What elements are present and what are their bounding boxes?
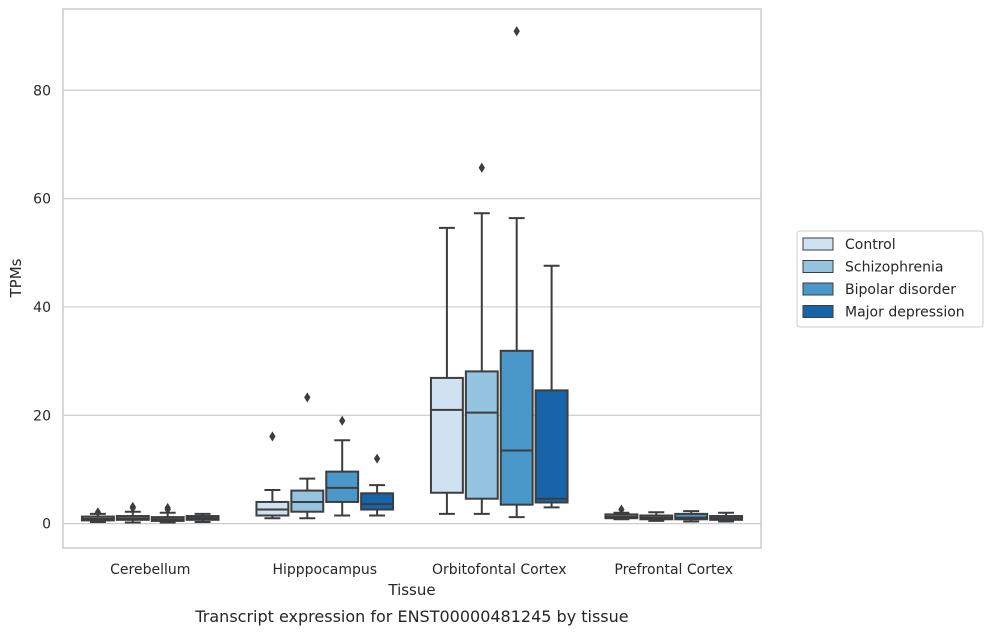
outlier-marker	[618, 504, 625, 515]
x-tick-label: Orbitofontal Cortex	[432, 562, 567, 578]
x-tick-label: Prefrontal Cortex	[614, 562, 733, 578]
legend-label: Major depression	[845, 305, 965, 321]
box-schizophrenia	[115, 501, 150, 524]
grid-lines	[63, 89, 761, 525]
legend-label: Schizophrenia	[845, 260, 943, 276]
outlier-marker	[269, 431, 276, 442]
box-iqr	[674, 512, 709, 521]
outlier-marker	[129, 501, 136, 512]
box-major-depression	[709, 511, 744, 523]
x-tick-label: Cerebellum	[110, 562, 190, 578]
box-control	[255, 431, 290, 520]
x-axis-ticks: Cerebellum Hipppocampus Orbitofontal Corte…	[110, 562, 733, 578]
box-major-depression	[534, 264, 569, 509]
y-tick-label: 40	[33, 300, 51, 316]
legend-swatch	[802, 260, 834, 273]
box-iqr	[325, 470, 360, 503]
box-schizophrenia	[464, 162, 499, 515]
legend: Control Schizophrenia Bipolar disorder Majo…	[796, 230, 984, 328]
box-control	[80, 507, 115, 523]
legend-label: Control	[845, 237, 896, 253]
legend-swatch	[802, 237, 834, 251]
box-iqr	[534, 389, 569, 504]
box-control	[604, 504, 639, 521]
y-axis-label: TPMs	[7, 258, 25, 298]
y-tick-label: 80	[33, 83, 51, 99]
y-tick-label: 60	[33, 192, 51, 208]
legend-swatch	[802, 305, 834, 318]
chart-caption: Transcript expression for ENST0000048124…	[194, 607, 628, 626]
boxes	[80, 26, 744, 524]
box-schizophrenia	[290, 392, 325, 520]
box-iqr	[429, 376, 464, 494]
box-major-depression	[360, 453, 395, 517]
legend-label: Bipolar disorder	[845, 282, 956, 298]
outlier-marker	[304, 392, 311, 403]
legend-frame	[796, 230, 984, 328]
box-iqr	[464, 370, 499, 500]
legend-swatch	[802, 282, 834, 296]
box-schizophrenia	[639, 511, 674, 522]
box-bipolar-disorder	[150, 502, 185, 524]
outlier-marker	[478, 162, 485, 173]
outlier-marker	[94, 507, 102, 518]
outlier-marker	[513, 26, 520, 37]
box-bipolar-disorder	[499, 26, 534, 519]
box-control	[429, 226, 464, 515]
box-iqr	[360, 492, 395, 511]
x-tick-label: Hipppocampus	[272, 562, 377, 578]
outlier-marker	[373, 453, 381, 464]
box-major-depression	[185, 512, 220, 523]
box-iqr	[499, 349, 534, 506]
y-tick-label: 0	[42, 517, 51, 533]
x-axis-label: Tissue	[387, 581, 435, 599]
outlier-marker	[339, 415, 346, 426]
box-bipolar-disorder	[325, 415, 360, 517]
y-axis-ticks: 0 20 40 60 80	[33, 83, 51, 532]
plot-frame	[62, 8, 762, 549]
outlier-marker	[164, 502, 171, 513]
y-tick-label: 20	[33, 408, 51, 424]
box-bipolar-disorder	[674, 510, 709, 523]
